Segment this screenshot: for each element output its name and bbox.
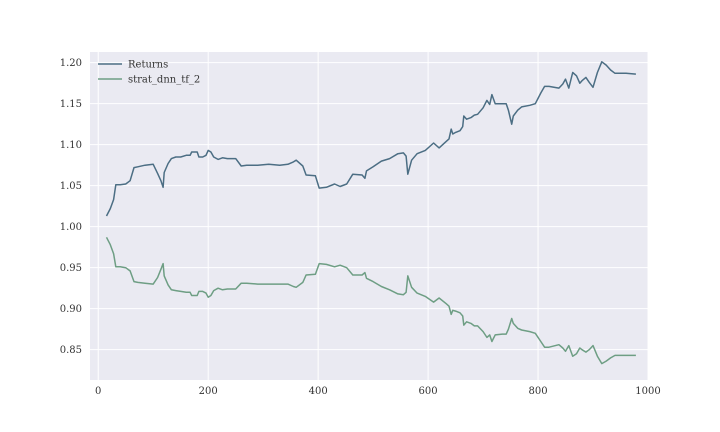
legend: Returns strat_dnn_tf_2 — [98, 60, 200, 86]
grid-lines — [90, 52, 649, 380]
y-tick-label: 1.20 — [60, 58, 82, 69]
x-tick-label: 1000 — [635, 386, 660, 397]
legend-label: Returns — [128, 60, 168, 71]
x-tick-label: 200 — [199, 386, 218, 397]
x-tick-label: 600 — [419, 386, 438, 397]
y-tick-label: 1.05 — [60, 181, 82, 192]
series-line — [105, 236, 636, 365]
series-lines — [105, 61, 636, 365]
x-tick-label: 400 — [309, 386, 328, 397]
y-tick-label: 1.00 — [60, 222, 82, 233]
y-tick-label: 1.10 — [60, 140, 82, 151]
x-tick-label: 800 — [529, 386, 548, 397]
plot-background — [90, 52, 648, 380]
y-tick-label: 1.15 — [60, 99, 82, 110]
y-tick-label: 0.95 — [60, 263, 82, 274]
legend-label: strat_dnn_tf_2 — [128, 75, 200, 86]
series-line — [105, 61, 636, 217]
y-tick-label: 0.90 — [60, 304, 82, 315]
x-tick-labels: 0 200 400 600 800 1000 — [95, 386, 661, 397]
x-tick-label: 0 — [95, 386, 101, 397]
y-tick-label: 0.85 — [60, 345, 82, 356]
y-tick-labels: 0.85 0.90 0.95 1.00 1.05 1.10 1.15 1.20 — [60, 58, 82, 356]
